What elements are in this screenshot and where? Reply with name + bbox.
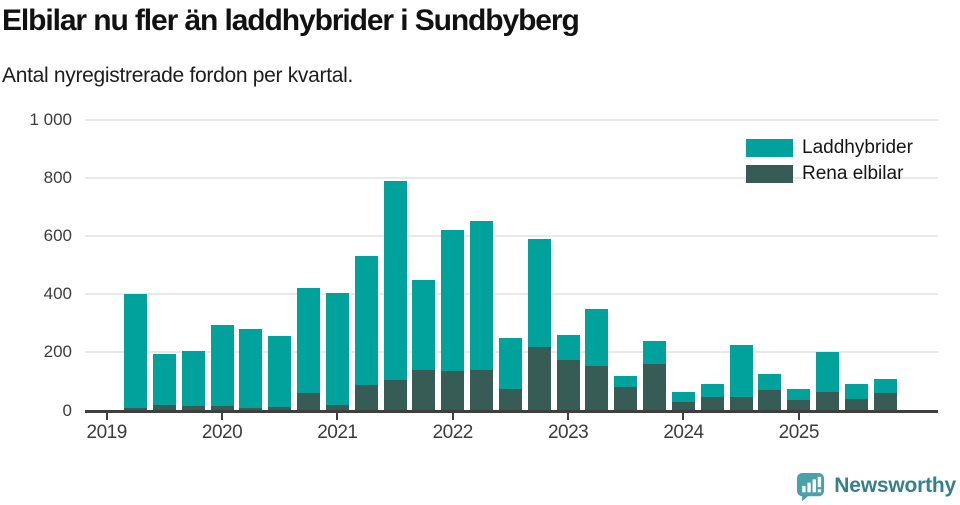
bar-2023-Q4-rena-elbilar — [671, 402, 695, 411]
bar-2023-Q1-laddhybrider — [585, 308, 609, 366]
chart-subtitle: Antal nyregistrerade fordon per kvartal. — [2, 64, 354, 87]
legend-swatch-laddhybrider — [746, 139, 793, 157]
bar-2023-Q4-laddhybrider — [671, 391, 695, 403]
bar-2020-Q4-rena-elbilar — [325, 405, 349, 411]
bar-2023-Q3-rena-elbilar — [643, 363, 667, 411]
x-axis-line — [85, 410, 938, 413]
bar-2020-Q3-laddhybrider — [297, 288, 321, 394]
y-axis-label-0: 0 — [62, 400, 72, 420]
bar-2025-Q3-rena-elbilar — [873, 393, 897, 411]
x-axis-tick-2025 — [797, 413, 800, 420]
y-axis-label-200: 200 — [43, 342, 72, 362]
bar-2023-Q2-laddhybrider — [614, 375, 638, 388]
bar-2021-Q4-laddhybrider — [441, 230, 465, 372]
bar-2019-Q4-laddhybrider — [210, 324, 234, 407]
bar-2019-Q1-rena-elbilar — [124, 407, 147, 411]
bar-2024-Q1-laddhybrider — [700, 384, 724, 397]
x-axis-label-2019: 2019 — [86, 422, 128, 443]
bar-2020-Q3-rena-elbilar — [297, 393, 321, 411]
newsworthy-logo: Newsworthy — [795, 470, 956, 502]
x-axis-label-2020: 2020 — [201, 422, 243, 443]
bar-2022-Q1-rena-elbilar — [470, 369, 494, 411]
plot-area: 0 200 400 600 800 1 000 2019 2020 2021 2022 2023 20… — [29, 109, 938, 443]
bar-2022-Q3-rena-elbilar — [527, 347, 551, 411]
bar-2019-Q1-laddhybrider — [124, 294, 147, 408]
bar-2021-Q2-laddhybrider — [383, 180, 407, 380]
bar-2022-Q4-rena-elbilar — [556, 359, 580, 411]
gridline-1000 — [85, 118, 938, 121]
bar-2024-Q4-laddhybrider — [787, 388, 811, 401]
bar-2020-Q4-laddhybrider — [325, 292, 349, 406]
bar-2024-Q1-rena-elbilar — [700, 396, 724, 411]
x-axis-tick-2021 — [336, 413, 339, 420]
bar-2021-Q3-rena-elbilar — [412, 369, 436, 411]
bar-2022-Q1-laddhybrider — [470, 221, 494, 370]
x-axis-label-2022: 2022 — [432, 422, 474, 443]
bar-2020-Q1-laddhybrider — [239, 329, 263, 409]
x-axis-label-2023: 2023 — [547, 422, 589, 443]
bar-2025-Q1-laddhybrider — [816, 352, 840, 392]
legend-swatch-rena-elbilar — [746, 165, 793, 183]
newsworthy-icon — [797, 472, 825, 501]
bar-2024-Q3-laddhybrider — [758, 374, 782, 391]
bar-2020-Q2-laddhybrider — [268, 336, 292, 407]
bar-2023-Q2-rena-elbilar — [614, 387, 638, 411]
bar-2024-Q2-rena-elbilar — [729, 397, 753, 411]
y-axis-label-600: 600 — [43, 226, 72, 246]
y-axis-label-1000: 1 000 — [29, 109, 72, 129]
bar-2022-Q2-rena-elbilar — [498, 388, 522, 411]
gridline-600 — [85, 235, 938, 238]
legend-label-laddhybrider: Laddhybrider — [802, 137, 913, 158]
bar-2025-Q2-rena-elbilar — [845, 398, 868, 411]
bar-2024-Q4-rena-elbilar — [787, 400, 811, 411]
bar-2025-Q3-laddhybrider — [873, 378, 897, 394]
x-axis-label-2021: 2021 — [317, 422, 358, 443]
bar-2021-Q2-rena-elbilar — [383, 379, 407, 411]
bar-2023-Q3-laddhybrider — [643, 340, 667, 364]
x-axis-tick-2022 — [451, 413, 454, 420]
x-axis-tick-2019 — [105, 413, 108, 420]
y-axis-label-800: 800 — [43, 167, 72, 187]
bar-2024-Q3-rena-elbilar — [758, 390, 782, 411]
bar-2020-Q1-rena-elbilar — [239, 408, 263, 411]
bar-2022-Q2-laddhybrider — [498, 337, 522, 389]
bar-2021-Q1-rena-elbilar — [354, 384, 378, 411]
bar-2021-Q1-laddhybrider — [354, 256, 378, 385]
bar-2024-Q2-laddhybrider — [729, 345, 753, 398]
x-axis-tick-2020 — [221, 413, 224, 420]
newsworthy-wordmark: Newsworthy — [834, 474, 956, 497]
x-axis-tick-2023 — [567, 413, 570, 420]
gridline-800 — [85, 176, 938, 179]
x-axis-tick-2024 — [682, 413, 685, 420]
chart-title: Elbilar nu fler än laddhybrider i Sundby… — [2, 4, 580, 37]
x-axis-label-2024: 2024 — [663, 422, 704, 443]
bar-2025-Q2-laddhybrider — [845, 384, 868, 399]
bar-2022-Q4-laddhybrider — [556, 334, 580, 360]
bar-2019-Q2-rena-elbilar — [152, 404, 176, 411]
bar-2023-Q1-rena-elbilar — [585, 366, 609, 411]
bar-2021-Q4-rena-elbilar — [441, 371, 465, 411]
legend-label-rena-elbilar: Rena elbilar — [802, 163, 904, 184]
bar-2021-Q3-laddhybrider — [412, 279, 436, 370]
bar-2019-Q2-laddhybrider — [152, 353, 176, 405]
bar-2019-Q4-rena-elbilar — [210, 406, 234, 411]
bar-2019-Q3-laddhybrider — [181, 350, 205, 407]
bar-2019-Q3-rena-elbilar — [181, 406, 205, 411]
y-axis-label-400: 400 — [43, 284, 72, 304]
bar-2025-Q1-rena-elbilar — [816, 391, 840, 411]
bar-2020-Q2-rena-elbilar — [268, 407, 292, 411]
bar-2022-Q3-laddhybrider — [527, 238, 551, 348]
x-axis-label-2025: 2025 — [778, 422, 820, 443]
gridline-400 — [85, 293, 938, 296]
